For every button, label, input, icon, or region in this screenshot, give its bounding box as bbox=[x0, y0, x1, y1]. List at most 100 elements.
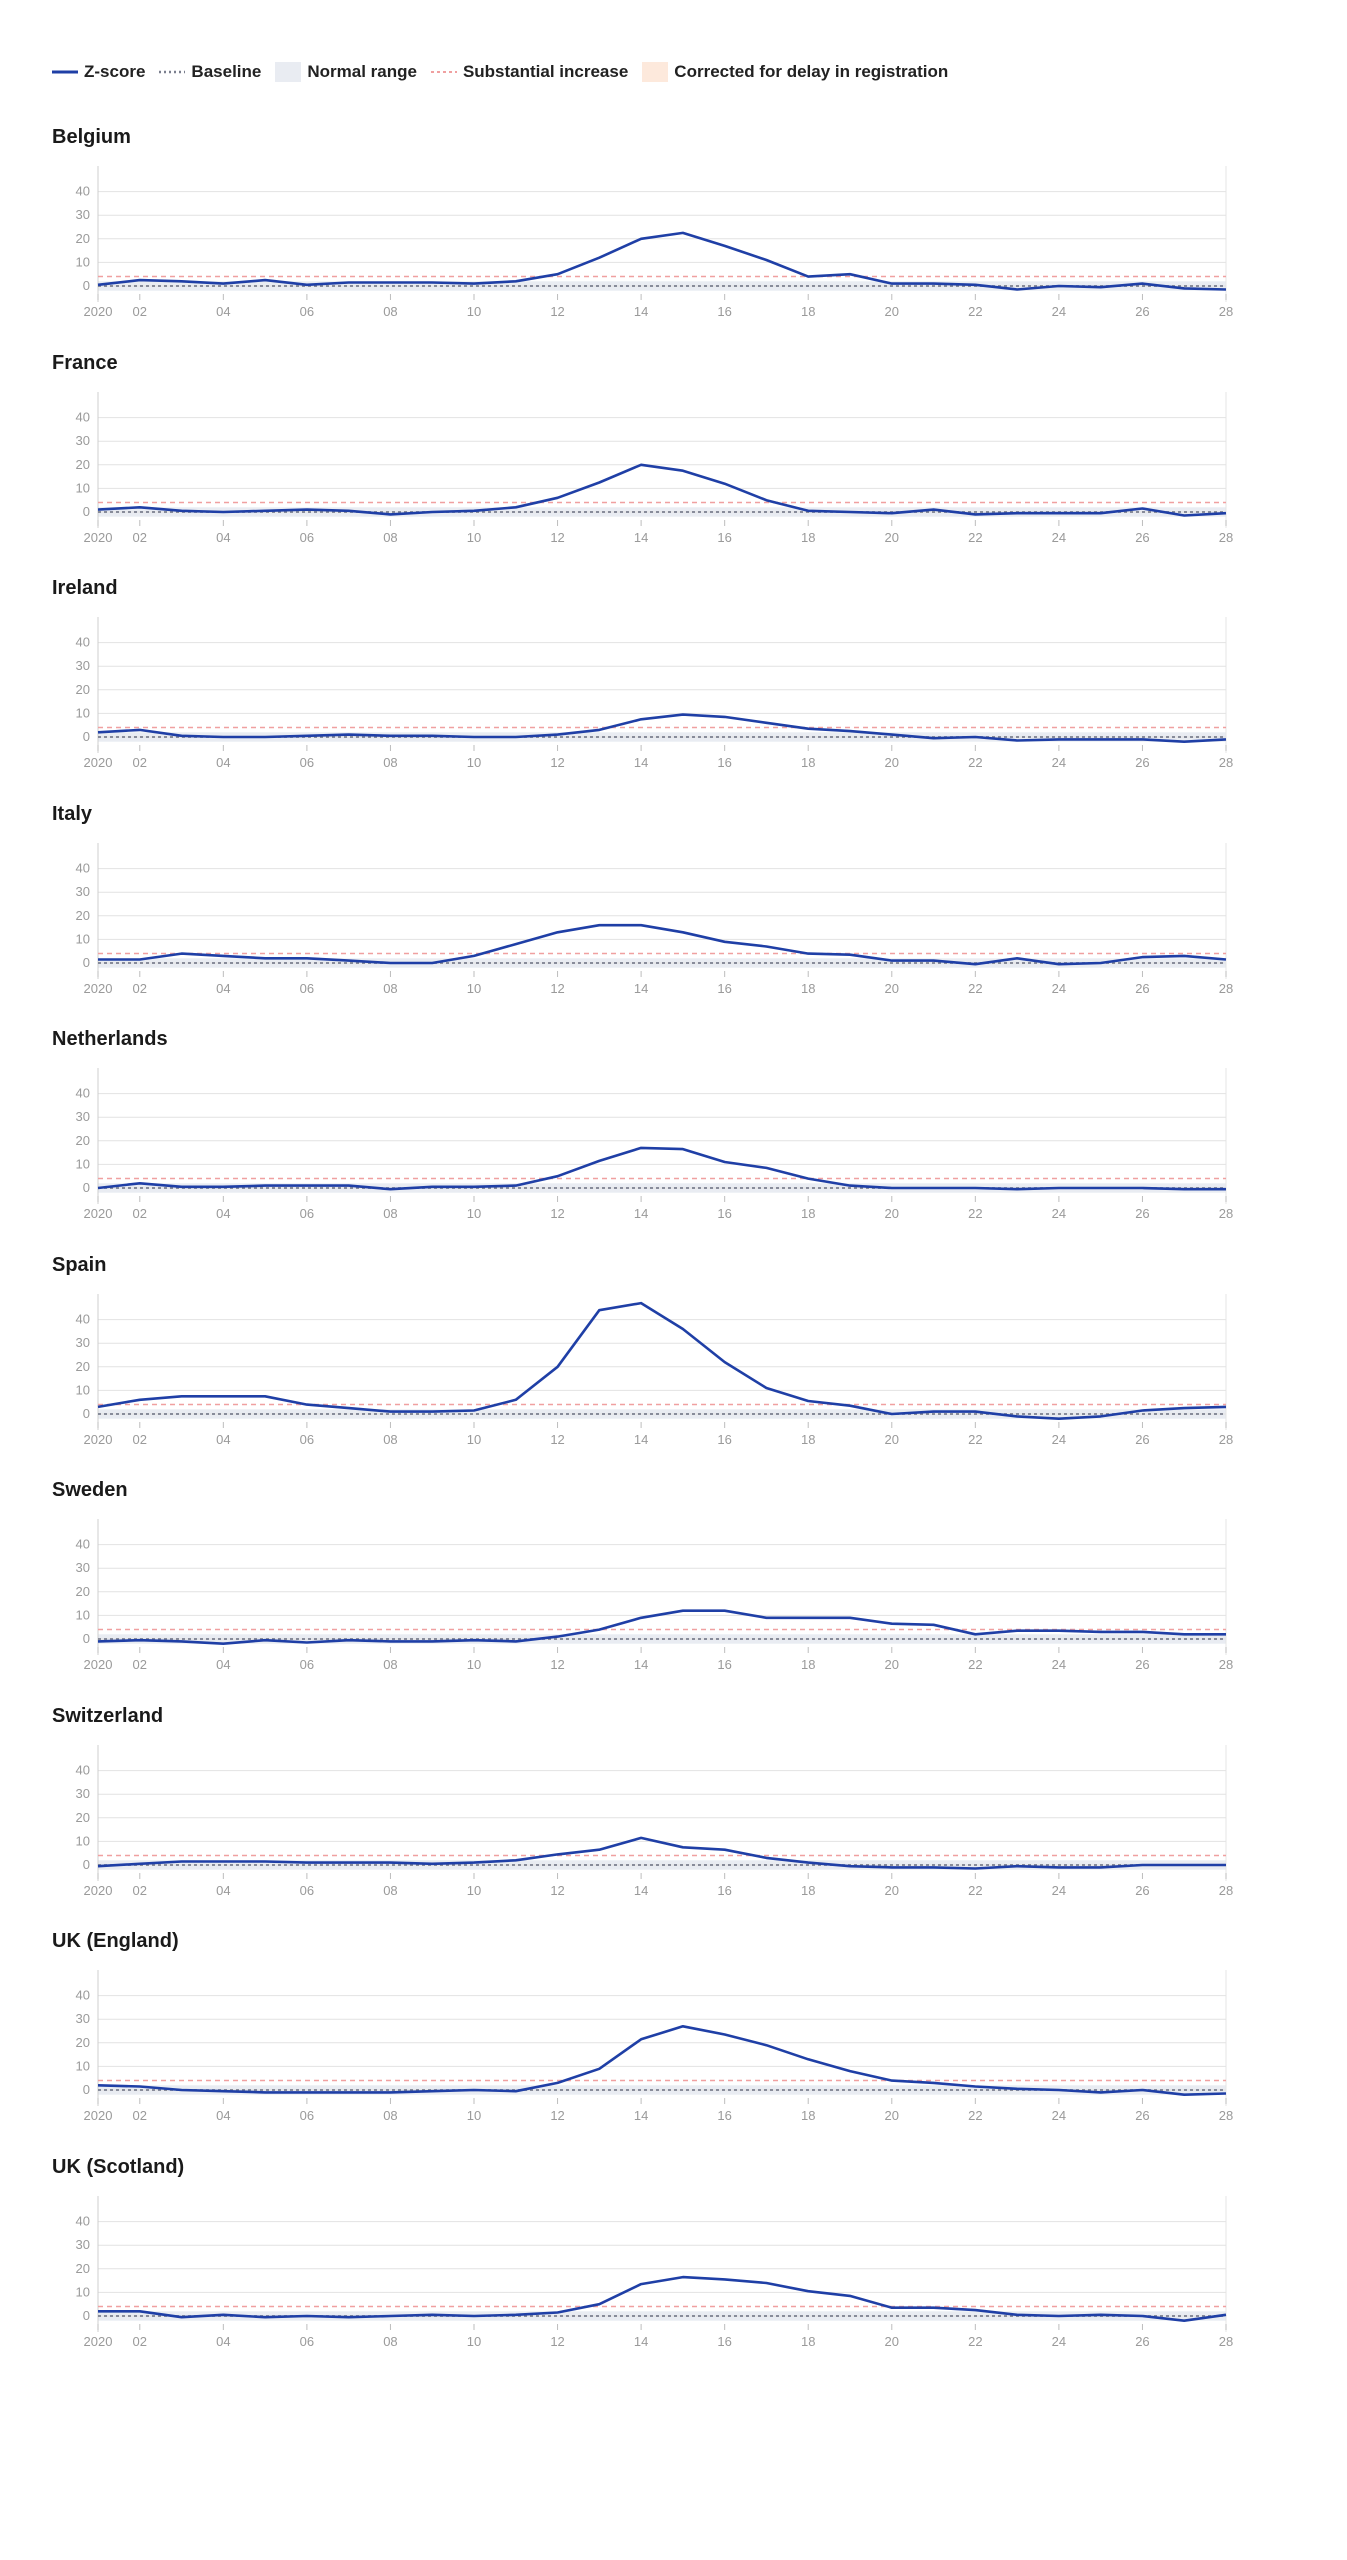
data-point[interactable] bbox=[848, 2293, 853, 2298]
data-point[interactable] bbox=[1140, 505, 1145, 510]
data-point[interactable] bbox=[889, 1621, 894, 1626]
data-point[interactable] bbox=[1015, 1187, 1020, 1192]
data-point[interactable] bbox=[304, 507, 309, 512]
data-point[interactable] bbox=[722, 939, 727, 944]
data-point[interactable] bbox=[889, 732, 894, 737]
data-point[interactable] bbox=[764, 720, 769, 725]
data-point[interactable] bbox=[680, 2274, 685, 2279]
data-point[interactable] bbox=[764, 1385, 769, 1390]
data-point[interactable] bbox=[96, 1186, 101, 1191]
data-point[interactable] bbox=[388, 1860, 393, 1865]
data-point[interactable] bbox=[973, 282, 978, 287]
data-point[interactable] bbox=[221, 281, 226, 286]
data-point[interactable] bbox=[513, 279, 518, 284]
data-point[interactable] bbox=[513, 941, 518, 946]
data-point[interactable] bbox=[1224, 1404, 1229, 1409]
data-point[interactable] bbox=[1056, 1628, 1061, 1633]
data-point[interactable] bbox=[96, 2308, 101, 2313]
data-point[interactable] bbox=[263, 1638, 268, 1643]
data-point[interactable] bbox=[597, 255, 602, 260]
data-point[interactable] bbox=[388, 2313, 393, 2318]
data-point[interactable] bbox=[96, 282, 101, 287]
data-point[interactable] bbox=[1098, 737, 1103, 742]
data-point[interactable] bbox=[221, 1641, 226, 1646]
data-point[interactable] bbox=[764, 2280, 769, 2285]
data-point[interactable] bbox=[680, 929, 685, 934]
data-point[interactable] bbox=[179, 2314, 184, 2319]
data-point[interactable] bbox=[1015, 1628, 1020, 1633]
data-point[interactable] bbox=[430, 1639, 435, 1644]
data-point[interactable] bbox=[931, 1622, 936, 1627]
data-point[interactable] bbox=[848, 1183, 853, 1188]
data-point[interactable] bbox=[889, 2305, 894, 2310]
data-point[interactable] bbox=[555, 2309, 560, 2314]
data-point[interactable] bbox=[1182, 1862, 1187, 1867]
zscore-series-line[interactable] bbox=[98, 923, 1227, 965]
legend-item-normal-range[interactable]: Normal range bbox=[275, 60, 417, 84]
data-point[interactable] bbox=[513, 1183, 518, 1188]
data-point[interactable] bbox=[597, 1627, 602, 1632]
zscore-series-line[interactable] bbox=[97, 1146, 1226, 1191]
data-point[interactable] bbox=[1056, 284, 1061, 289]
data-point[interactable] bbox=[1140, 737, 1145, 742]
data-point[interactable] bbox=[304, 1402, 309, 1407]
data-point[interactable] bbox=[346, 1405, 351, 1410]
data-point[interactable] bbox=[931, 507, 936, 512]
data-point[interactable] bbox=[263, 1858, 268, 1863]
data-point[interactable] bbox=[680, 1844, 685, 1849]
data-point[interactable] bbox=[430, 280, 435, 285]
data-point[interactable] bbox=[430, 1184, 435, 1189]
data-point[interactable] bbox=[1224, 1632, 1229, 1637]
data-point[interactable] bbox=[722, 1359, 727, 1364]
data-point[interactable] bbox=[639, 236, 644, 241]
data-point[interactable] bbox=[96, 1404, 101, 1409]
zscore-series-line[interactable] bbox=[98, 2275, 1227, 2322]
data-point[interactable] bbox=[137, 1397, 142, 1402]
data-point[interactable] bbox=[388, 1187, 393, 1192]
data-point[interactable] bbox=[680, 1326, 685, 1331]
data-point[interactable] bbox=[806, 726, 811, 731]
data-point[interactable] bbox=[472, 2088, 477, 2093]
data-point[interactable] bbox=[1140, 1862, 1145, 1867]
data-point[interactable] bbox=[639, 717, 644, 722]
data-point[interactable] bbox=[722, 1160, 727, 1165]
data-point[interactable] bbox=[1224, 737, 1229, 742]
zscore-series-line[interactable] bbox=[97, 1836, 1226, 1870]
zscore-series-line[interactable] bbox=[97, 1609, 1226, 1645]
data-point[interactable] bbox=[848, 272, 853, 277]
data-point[interactable] bbox=[1182, 1405, 1187, 1410]
data-point[interactable] bbox=[513, 1857, 518, 1862]
data-point[interactable] bbox=[1015, 287, 1020, 292]
data-point[interactable] bbox=[179, 1858, 184, 1863]
data-point[interactable] bbox=[848, 1403, 853, 1408]
data-point[interactable] bbox=[555, 1634, 560, 1639]
data-point[interactable] bbox=[764, 1165, 769, 1170]
data-point[interactable] bbox=[137, 1638, 142, 1643]
data-point[interactable] bbox=[430, 1409, 435, 1414]
data-point[interactable] bbox=[1182, 513, 1187, 518]
data-point[interactable] bbox=[304, 733, 309, 738]
data-point[interactable] bbox=[346, 1860, 351, 1865]
data-point[interactable] bbox=[472, 508, 477, 513]
data-point[interactable] bbox=[597, 1847, 602, 1852]
data-point[interactable] bbox=[1224, 287, 1229, 292]
data-point[interactable] bbox=[722, 1847, 727, 1852]
data-point[interactable] bbox=[931, 736, 936, 741]
data-point[interactable] bbox=[1056, 510, 1061, 515]
data-point[interactable] bbox=[973, 2307, 978, 2312]
data-point[interactable] bbox=[764, 497, 769, 502]
data-point[interactable] bbox=[1098, 1186, 1103, 1191]
data-point[interactable] bbox=[848, 509, 853, 514]
data-point[interactable] bbox=[472, 1638, 477, 1643]
data-point[interactable] bbox=[973, 511, 978, 516]
data-point[interactable] bbox=[263, 508, 268, 513]
data-point[interactable] bbox=[472, 281, 477, 286]
data-point[interactable] bbox=[1056, 1864, 1061, 1869]
data-point[interactable] bbox=[221, 509, 226, 514]
data-point[interactable] bbox=[639, 922, 644, 927]
data-point[interactable] bbox=[722, 1608, 727, 1613]
data-point[interactable] bbox=[1182, 739, 1187, 744]
data-point[interactable] bbox=[472, 1860, 477, 1865]
data-point[interactable] bbox=[1140, 1186, 1145, 1191]
data-point[interactable] bbox=[263, 955, 268, 960]
